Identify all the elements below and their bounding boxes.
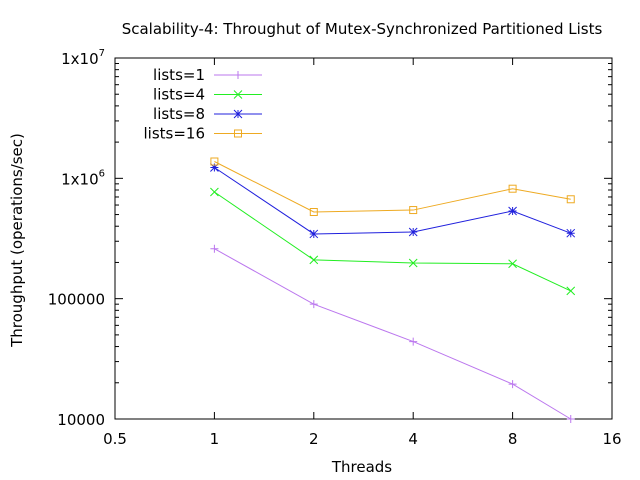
x-tick-label: 0.5 <box>103 430 127 448</box>
marker-cross <box>566 286 576 296</box>
marker-cross <box>210 187 219 197</box>
series-lists-8 <box>210 163 576 239</box>
legend-item: lists=8 <box>153 105 262 123</box>
series-lists-1 <box>210 244 575 423</box>
y-tick-label-exponent: 7 <box>99 48 105 59</box>
y-tick-label: 1x107 <box>61 48 105 68</box>
x-tick-label: 2 <box>309 430 319 448</box>
marker-plus <box>210 244 219 253</box>
y-tick-label: 10000 <box>57 411 105 429</box>
marker-cross <box>508 259 517 269</box>
legend-item: lists=16 <box>143 125 262 143</box>
legend-label: lists=8 <box>153 105 205 123</box>
marker-plus <box>309 300 318 309</box>
marker-plus <box>566 415 575 423</box>
series-line <box>214 191 571 292</box>
y-tick-label-base: 1x10 <box>61 50 99 68</box>
y-tick-label: 100000 <box>48 291 105 309</box>
chart-title: Scalability-4: Throughut of Mutex-Synchr… <box>122 20 603 38</box>
marker-cross <box>408 258 418 268</box>
legend-label: lists=4 <box>153 86 205 104</box>
x-tick-label: 4 <box>408 430 418 448</box>
legend-item: lists=1 <box>153 66 262 84</box>
marker-square <box>210 157 219 166</box>
marker-cross <box>233 90 243 99</box>
x-axis-ticks: 0.5 1 2 4 8 16 <box>103 58 622 448</box>
marker-square <box>409 206 418 215</box>
x-tick-label: 8 <box>508 430 518 448</box>
marker-star <box>233 109 243 119</box>
legend-label: lists=16 <box>143 125 205 143</box>
marker-plus <box>234 71 242 79</box>
x-tick-label: 1 <box>210 430 220 448</box>
y-tick-label-base: 100000 <box>48 291 105 309</box>
marker-star <box>210 163 219 172</box>
x-tick-label: 16 <box>602 430 621 448</box>
series-lists-16 <box>210 157 575 217</box>
series-line <box>214 248 572 420</box>
series-line <box>214 161 571 213</box>
y-tick-label-base: 1x10 <box>61 170 99 188</box>
marker-plus <box>409 337 418 346</box>
marker-square <box>508 184 517 193</box>
y-axis-label: Throughput (operations/sec) <box>8 133 26 348</box>
marker-star <box>566 228 576 238</box>
marker-square <box>309 208 318 217</box>
legend-item: lists=4 <box>153 86 262 104</box>
plot-border <box>114 57 613 420</box>
series-layer <box>210 157 576 423</box>
y-tick-label-base: 10000 <box>57 411 105 429</box>
plot-frame <box>114 57 613 420</box>
x-axis-label: Threads <box>331 458 392 476</box>
marker-star <box>408 227 418 237</box>
marker-star <box>508 206 517 216</box>
marker-star <box>309 229 319 239</box>
y-tick-label-exponent: 6 <box>99 168 105 179</box>
legend-label: lists=1 <box>153 66 205 84</box>
y-tick-label: 1x106 <box>61 168 105 188</box>
marker-square <box>234 129 242 138</box>
series-line <box>214 167 571 235</box>
series-lists-4 <box>210 187 576 296</box>
marker-square <box>566 195 575 204</box>
marker-cross <box>309 255 319 265</box>
marker-plus <box>508 380 517 389</box>
